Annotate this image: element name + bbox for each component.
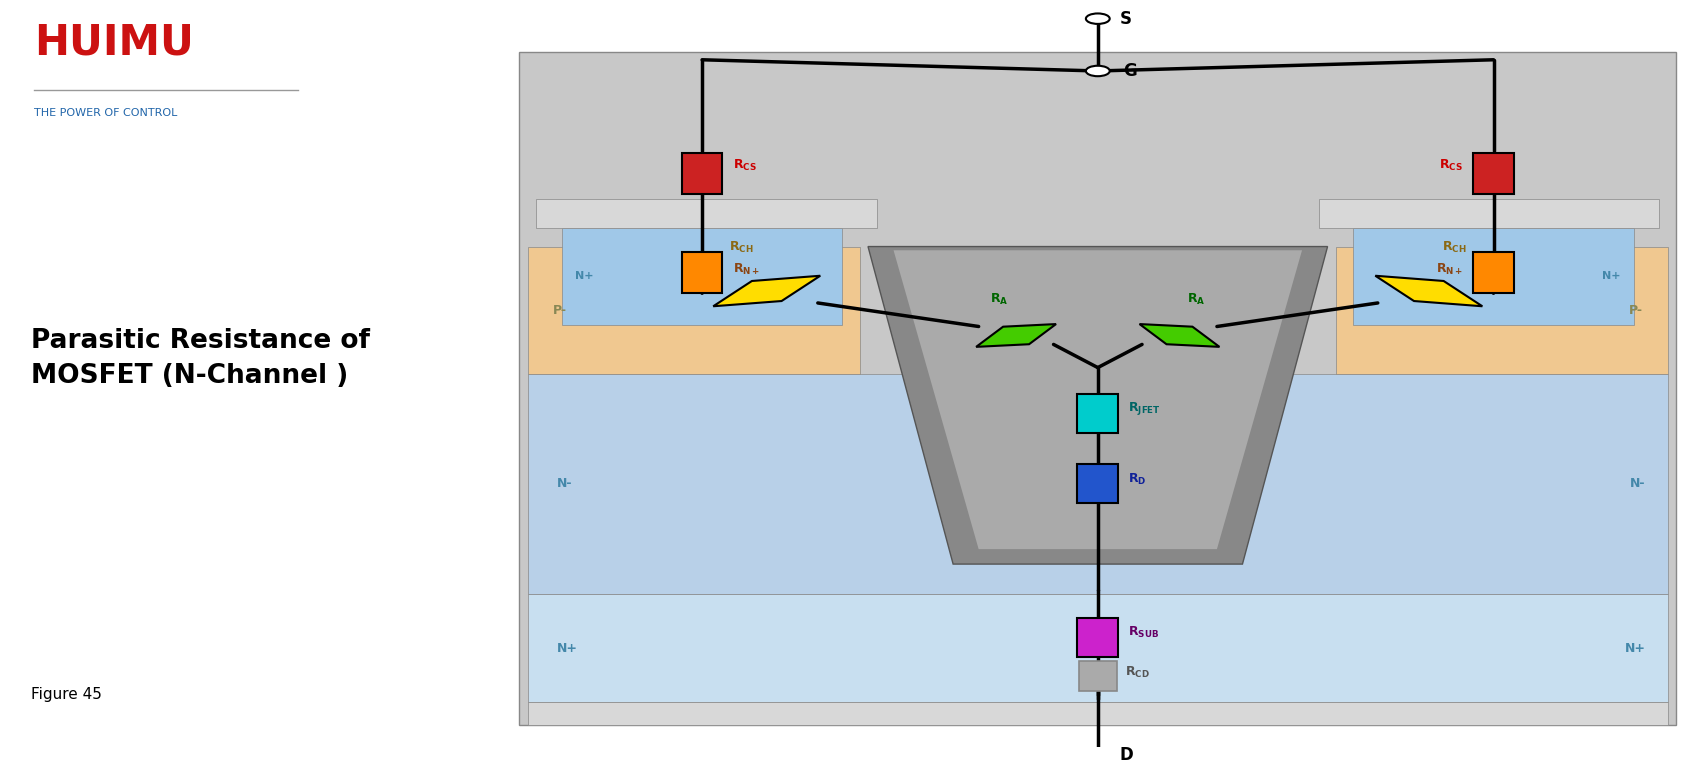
Text: N-: N-: [557, 477, 572, 490]
Polygon shape: [868, 247, 1328, 564]
Text: G: G: [1123, 62, 1137, 80]
Polygon shape: [1140, 324, 1219, 347]
Text: $\mathbf{R_{N+}}$: $\mathbf{R_{N+}}$: [1436, 261, 1462, 277]
Text: $\mathbf{R_{CH}}$: $\mathbf{R_{CH}}$: [728, 240, 754, 255]
Polygon shape: [894, 250, 1302, 549]
Text: $\mathbf{R_A}$: $\mathbf{R_A}$: [991, 292, 1008, 307]
Bar: [1079, 661, 1117, 691]
Bar: [1472, 153, 1513, 194]
Text: S: S: [1120, 10, 1132, 27]
FancyBboxPatch shape: [528, 703, 1668, 725]
Text: THE POWER OF CONTROL: THE POWER OF CONTROL: [34, 108, 177, 118]
Text: $\mathbf{R_{N+}}$: $\mathbf{R_{N+}}$: [732, 261, 759, 277]
Circle shape: [1086, 14, 1110, 24]
Polygon shape: [713, 276, 820, 306]
Bar: [1077, 618, 1118, 657]
FancyBboxPatch shape: [528, 247, 860, 373]
Circle shape: [1086, 66, 1110, 76]
Bar: [681, 252, 722, 293]
Text: $\mathbf{R_{SUB}}$: $\mathbf{R_{SUB}}$: [1128, 626, 1159, 640]
Text: D: D: [1120, 745, 1134, 762]
FancyBboxPatch shape: [1319, 200, 1659, 228]
Text: $\mathbf{R_{CS}}$: $\mathbf{R_{CS}}$: [1438, 158, 1462, 174]
Bar: [681, 153, 722, 194]
Text: $\mathbf{R_D}$: $\mathbf{R_D}$: [1128, 472, 1147, 487]
Text: N+: N+: [575, 271, 594, 281]
Text: P-: P-: [1629, 303, 1642, 316]
FancyBboxPatch shape: [1336, 247, 1668, 373]
Text: N-: N-: [1631, 477, 1646, 490]
Text: N+: N+: [1602, 271, 1620, 281]
Circle shape: [1086, 749, 1110, 760]
Text: Figure 45: Figure 45: [31, 687, 102, 703]
Polygon shape: [977, 324, 1055, 347]
Bar: [1077, 394, 1118, 433]
Bar: [1077, 464, 1118, 503]
Text: HUIMU: HUIMU: [34, 21, 194, 63]
FancyBboxPatch shape: [562, 228, 842, 325]
Text: N+: N+: [1625, 642, 1646, 655]
Text: $\mathbf{R_{CD}}$: $\mathbf{R_{CD}}$: [1125, 665, 1151, 680]
FancyBboxPatch shape: [1353, 228, 1634, 325]
FancyBboxPatch shape: [528, 594, 1668, 703]
Text: $\mathbf{R_{CH}}$: $\mathbf{R_{CH}}$: [1442, 240, 1467, 255]
Text: N+: N+: [557, 642, 577, 655]
FancyBboxPatch shape: [519, 53, 1676, 725]
FancyBboxPatch shape: [528, 373, 1668, 594]
Text: $\mathbf{R_{JFET}}$: $\mathbf{R_{JFET}}$: [1128, 400, 1161, 418]
Polygon shape: [1375, 276, 1482, 306]
FancyBboxPatch shape: [536, 200, 877, 228]
Text: P-: P-: [553, 303, 567, 316]
Text: $\mathbf{R_{CS}}$: $\mathbf{R_{CS}}$: [732, 158, 757, 174]
Text: $\mathbf{R_A}$: $\mathbf{R_A}$: [1188, 292, 1205, 307]
Text: Parasitic Resistance of
MOSFET (N-Channel ): Parasitic Resistance of MOSFET (N-Channe…: [31, 328, 369, 389]
Bar: [1472, 252, 1513, 293]
